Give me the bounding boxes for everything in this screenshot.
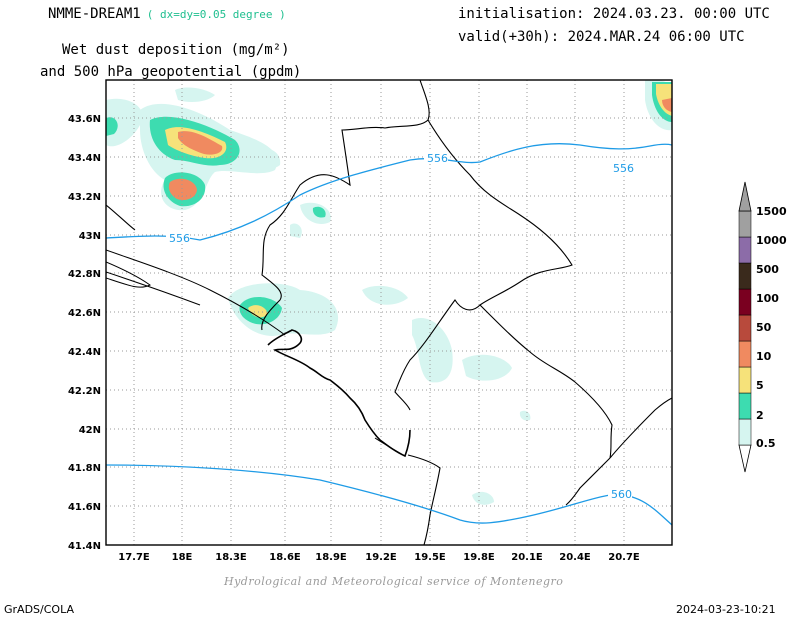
colorbar-swatch <box>738 262 752 290</box>
lat-label: 41.8N <box>68 463 101 474</box>
colorbar-swatch <box>738 236 752 264</box>
lon-label: 19.5E <box>414 552 446 563</box>
coastline <box>106 249 411 458</box>
valid-time: valid(+30h): 2024.MAR.24 06:00 UTC <box>458 29 745 45</box>
lon-label: 20.7E <box>608 552 640 563</box>
colorbar-low-arrow <box>738 444 752 473</box>
lon-label: 18.9E <box>315 552 347 563</box>
lat-label: 41.4N <box>68 541 101 552</box>
colorbar-swatch <box>738 288 752 316</box>
lon-label: 18.6E <box>269 552 301 563</box>
colorbar-label: 50 <box>756 321 772 334</box>
lat-label: 42.8N <box>68 269 101 280</box>
lat-label: 42N <box>79 425 101 436</box>
lat-label: 42.4N <box>68 347 101 358</box>
lon-label: 20.1E <box>511 552 543 563</box>
credit-text: Hydrological and Meteorological service … <box>224 575 564 588</box>
colorbar-label: 10 <box>756 350 772 363</box>
init-time: initialisation: 2024.03.23. 00:00 UTC <box>458 6 770 22</box>
model-label: NMME-DREAM1 <box>48 6 141 22</box>
lat-label: 42.2N <box>68 386 101 397</box>
lon-label: 20.4E <box>559 552 591 563</box>
colorbar-swatch <box>738 340 752 368</box>
country-borders <box>106 80 672 545</box>
colorbar-label: 2 <box>756 409 764 422</box>
lat-label: 43.2N <box>68 192 101 203</box>
map-content <box>106 80 672 545</box>
colorbar-label: 500 <box>756 263 779 276</box>
lon-label: 18E <box>172 552 193 563</box>
contour-label: 556 <box>169 232 190 245</box>
colorbar-swatch <box>738 392 752 420</box>
map-title-line2: and 500 hPa geopotential (gpdm) <box>40 64 302 80</box>
contour-labels: 556 556 556 560 <box>166 151 634 501</box>
lon-label: 19.2E <box>365 552 397 563</box>
colorbar-swatch <box>738 418 752 446</box>
colorbar-swatch <box>738 210 752 238</box>
lon-label: 18.3E <box>215 552 247 563</box>
lat-label: 43.6N <box>68 114 101 125</box>
timestamp-label: 2024-03-23-10:21 <box>676 603 776 616</box>
colorbar-high-arrow <box>738 181 752 212</box>
colorbar-swatch <box>738 314 752 342</box>
lon-label: 19.8E <box>463 552 495 563</box>
contour-label: 556 <box>613 162 634 175</box>
colorbar: 0.5 2 5 10 50 100 500 1000 1500 <box>738 181 787 473</box>
lat-label: 41.6N <box>68 502 101 513</box>
dust-deposition-fields <box>106 80 672 505</box>
lat-label: 43N <box>79 231 101 242</box>
colorbar-label: 1000 <box>756 234 787 247</box>
colorbar-label: 0.5 <box>756 437 776 450</box>
map-frame <box>105 79 673 546</box>
lat-label: 43.4N <box>68 153 101 164</box>
graticule <box>106 80 672 545</box>
colorbar-label: 1500 <box>756 205 787 218</box>
longitude-labels: 17.7E 18E 18.3E 18.6E 18.9E 19.2E 19.5E … <box>118 552 640 563</box>
latitude-labels: 43.6N 43.4N 43.2N 43N 42.8N 42.6N 42.4N … <box>68 114 101 552</box>
colorbar-label: 100 <box>756 292 779 305</box>
resolution-label: ( dx=dy=0.05 degree ) <box>146 8 286 21</box>
colorbar-label: 5 <box>756 379 764 392</box>
lat-label: 42.6N <box>68 308 101 319</box>
contour-label: 556 <box>427 152 448 165</box>
contour-label: 560 <box>611 488 632 501</box>
colorbar-swatch <box>738 366 752 394</box>
model-name: NMME-DREAM1 ( dx=dy=0.05 degree ) <box>48 6 286 22</box>
lon-label: 17.7E <box>118 552 150 563</box>
map-title-line1: Wet dust deposition (mg/m²) <box>62 42 290 58</box>
software-label: GrADS/COLA <box>4 603 74 616</box>
